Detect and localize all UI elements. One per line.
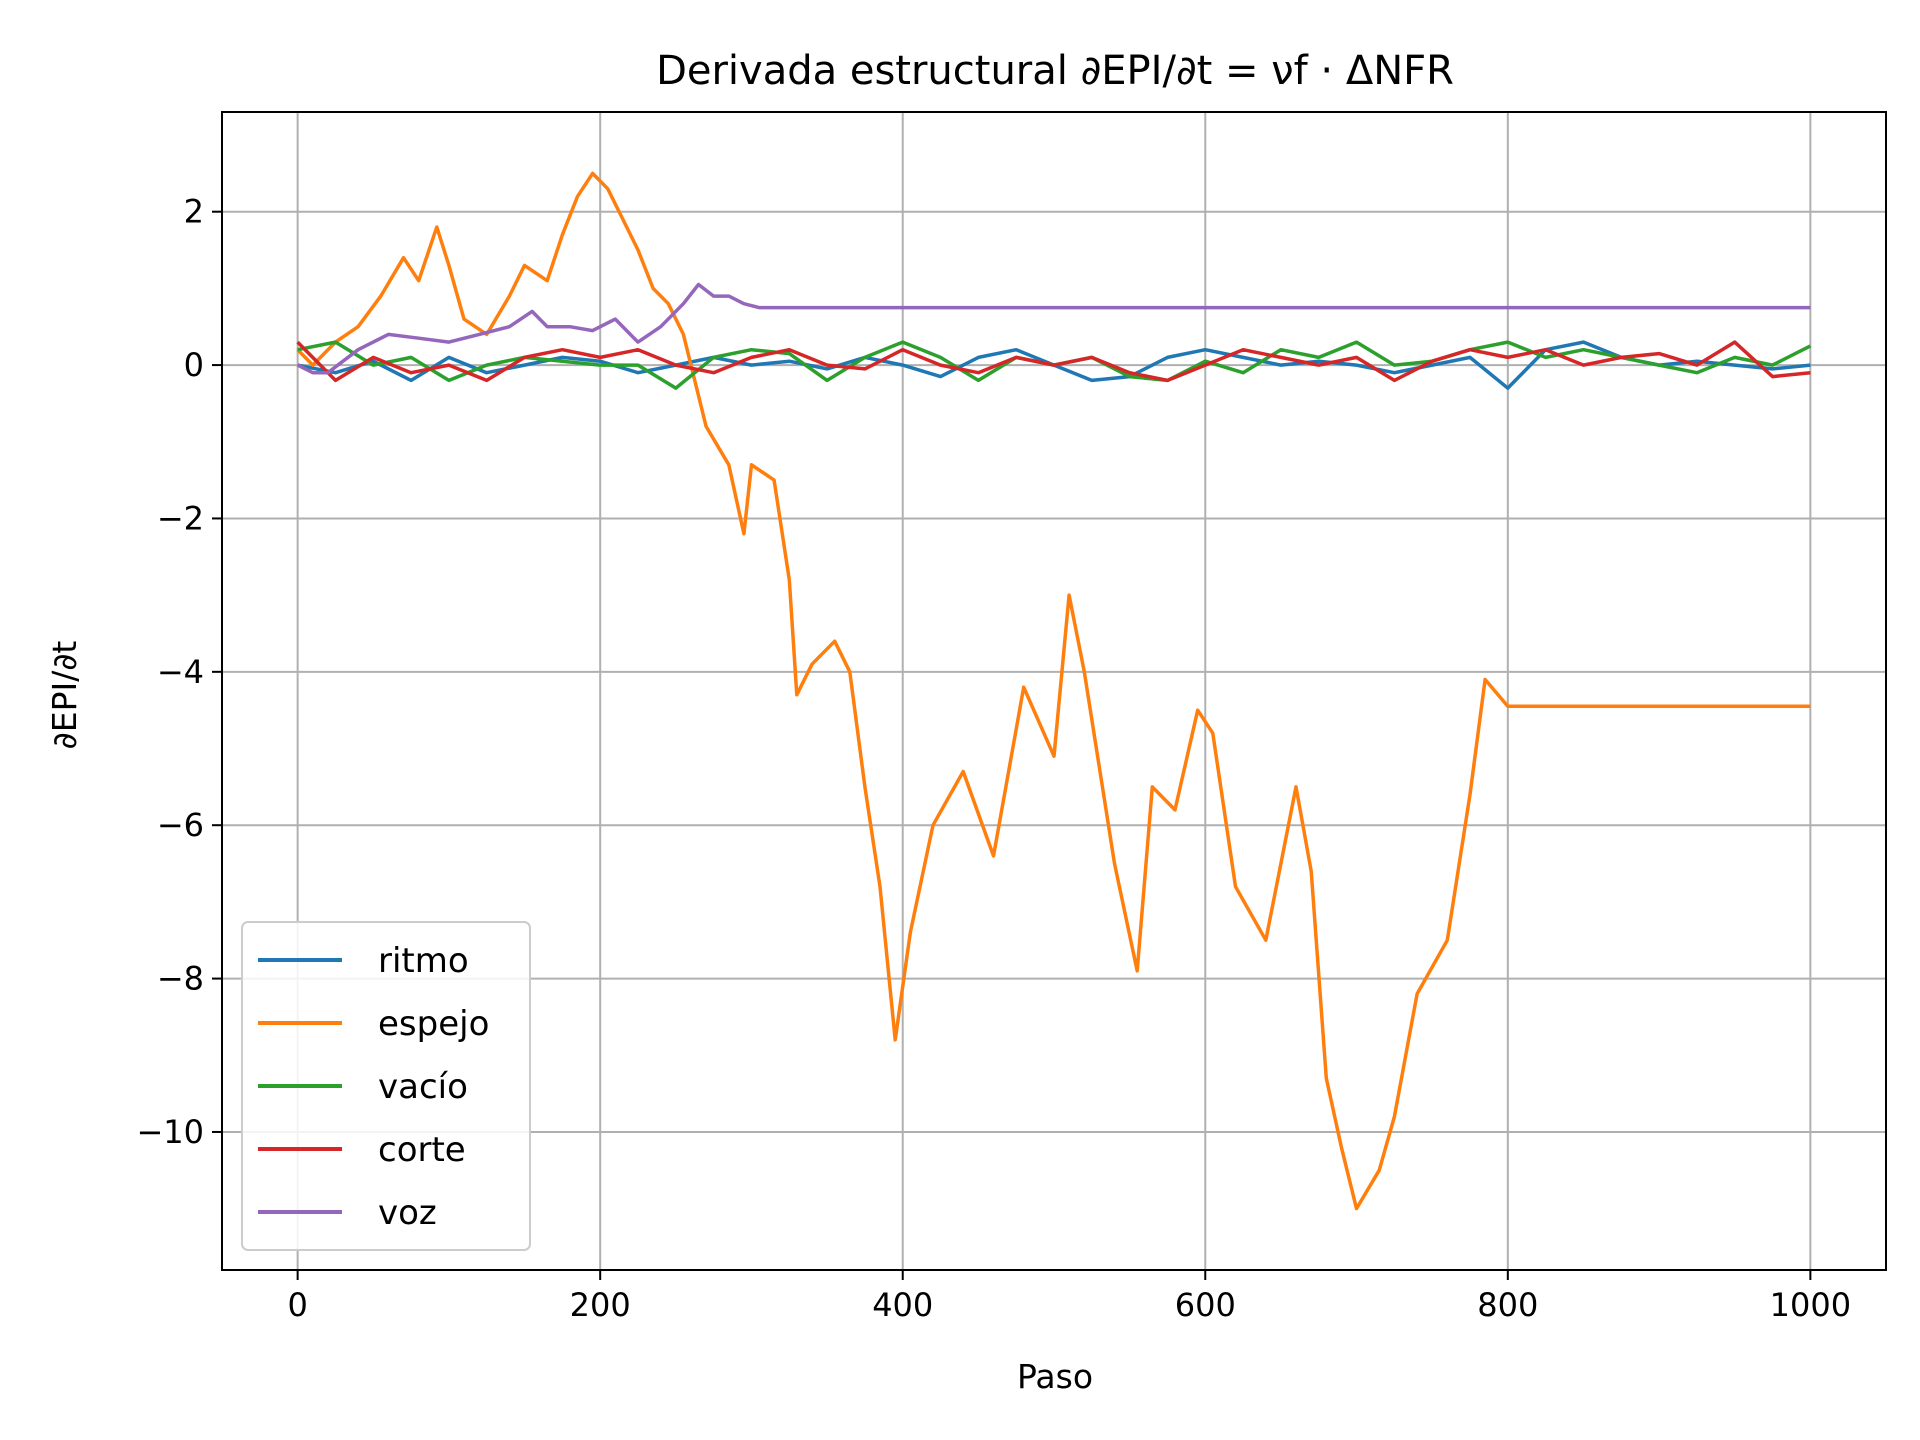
x-tick-label: 800 <box>1477 1286 1538 1324</box>
plot-frame <box>221 111 1887 1271</box>
y-tick-label: 2 <box>184 193 204 231</box>
legend-label: espejo <box>378 1004 489 1044</box>
y-axis-ticks: 2 0 −2 −4 −6 −8 −10 <box>136 193 222 1151</box>
y-tick-label: 0 <box>184 346 204 384</box>
y-tick-label: −10 <box>136 1113 204 1151</box>
y-axis-label: ∂EPI/∂t <box>45 641 84 750</box>
x-tick-label: 600 <box>1175 1286 1236 1324</box>
x-tick-label: 1000 <box>1770 1286 1851 1324</box>
legend-label: voz <box>378 1193 437 1233</box>
x-tick-label: 200 <box>570 1286 631 1324</box>
series-lines <box>296 171 1812 1211</box>
x-tick-label: 0 <box>287 1286 307 1324</box>
legend-box <box>241 921 531 1251</box>
y-tick-label: −8 <box>157 960 204 998</box>
y-tick-label: −2 <box>157 499 204 537</box>
grid <box>222 112 1886 1270</box>
legend: ritmo espejo vacío corte voz <box>241 921 531 1251</box>
y-tick-label: −4 <box>157 653 204 691</box>
series-line-voz <box>296 282 1811 375</box>
series-line-corte <box>296 340 1811 383</box>
legend-label: ritmo <box>378 941 469 981</box>
chart-title: Derivada estructural ∂EPI/∂t = νf · ΔNFR <box>656 48 1454 94</box>
series-line-espejo <box>296 171 1811 1211</box>
x-axis-label: Paso <box>1017 1357 1093 1396</box>
legend-label: corte <box>378 1130 466 1170</box>
x-tick-label: 400 <box>872 1286 933 1324</box>
y-tick-label: −6 <box>157 806 204 844</box>
legend-label: vacío <box>378 1067 468 1107</box>
x-axis-ticks: 0 200 400 600 800 1000 <box>287 1270 1851 1324</box>
